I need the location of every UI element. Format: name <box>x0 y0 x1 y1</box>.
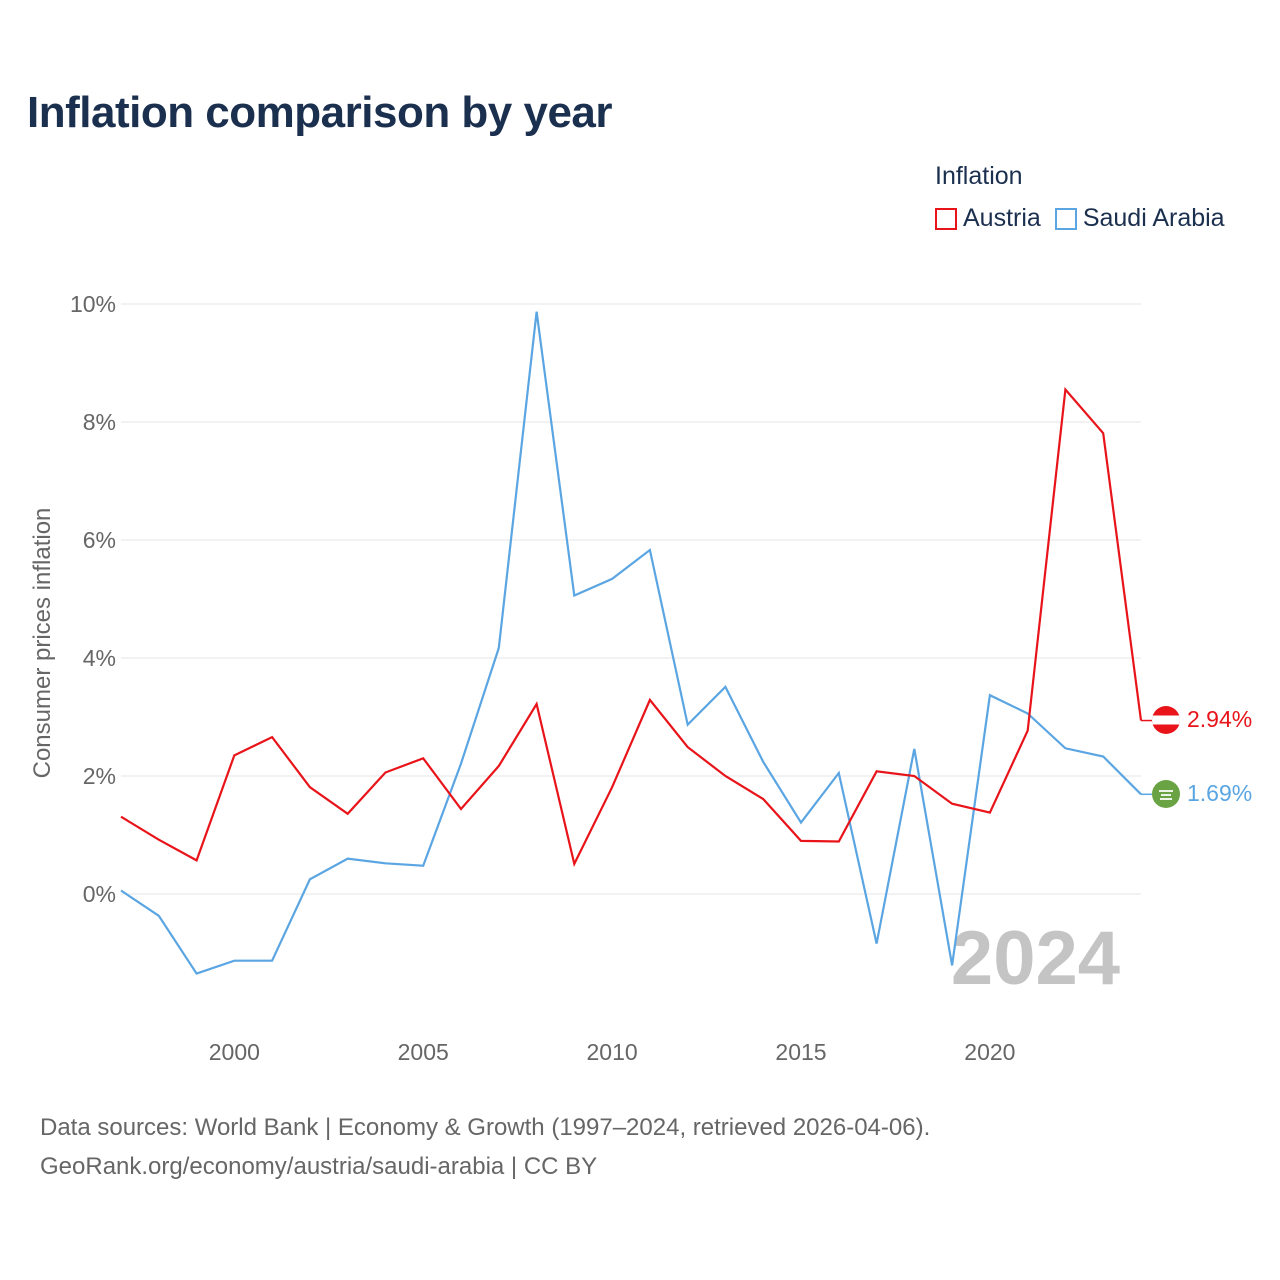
source-note: Data sources: World Bank | Economy & Gro… <box>40 1108 930 1186</box>
y-tick-label: 8% <box>83 409 116 435</box>
series-line-austria[interactable] <box>120 386 1143 868</box>
y-axis-ticks: 0% 2% 4% 6% 8% 10% <box>70 291 116 907</box>
x-tick-label: 2015 <box>775 1039 826 1065</box>
x-tick-label: 2000 <box>209 1039 260 1065</box>
y-tick-label: 6% <box>83 527 116 553</box>
legend-label-austria: Austria <box>963 204 1041 232</box>
legend: Austria Saudi Arabia <box>935 204 1225 233</box>
chart-title: Inflation comparison by year <box>27 88 613 137</box>
y-tick-label: 2% <box>83 763 116 789</box>
source-line-1: Data sources: World Bank | Economy & Gro… <box>40 1114 931 1141</box>
saudi-flag-icon <box>1152 780 1180 808</box>
legend-item-saudi-arabia[interactable]: Saudi Arabia <box>1054 204 1225 233</box>
y-tick-label: 10% <box>70 291 116 317</box>
source-line-2[interactable]: GeoRank.org/economy/austria/saudi-arabia… <box>40 1153 598 1180</box>
line-chart: 0% 2% 4% 6% 8% 10% 2000 2005 2010 2015 2020 Consu… <box>29 291 1252 1065</box>
series-line-saudi-arabia[interactable] <box>120 311 1142 975</box>
x-tick-label: 2010 <box>587 1039 638 1065</box>
end-label-austria: 2.94% <box>1187 706 1252 732</box>
legend-swatch-saudi-arabia <box>1054 207 1077 230</box>
x-axis-ticks: 2000 2005 2010 2015 2020 <box>209 1039 1016 1065</box>
legend-label-saudi-arabia: Saudi Arabia <box>1082 204 1225 232</box>
legend-swatch-austria <box>935 207 957 230</box>
gridlines <box>121 303 1141 895</box>
year-watermark: 2024 <box>951 916 1120 1001</box>
end-markers: 2.94% 1.69% <box>1152 706 1252 808</box>
y-axis-label: Consumer prices inflation <box>29 508 56 779</box>
y-tick-label: 4% <box>83 645 116 671</box>
austria-flag-icon <box>1152 706 1180 734</box>
x-tick-label: 2005 <box>398 1039 449 1065</box>
y-tick-label: 0% <box>83 881 116 907</box>
legend-title: Inflation <box>935 162 1023 190</box>
series-lines <box>120 311 1152 975</box>
legend-item-austria[interactable]: Austria <box>935 204 1041 233</box>
end-label-saudi-arabia: 1.69% <box>1187 780 1252 806</box>
x-tick-label: 2020 <box>964 1039 1015 1065</box>
